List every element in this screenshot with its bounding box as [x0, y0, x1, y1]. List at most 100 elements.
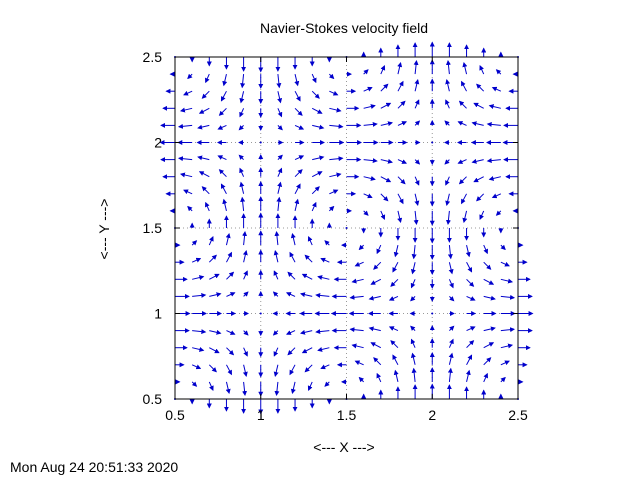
vector-arrow: [410, 325, 416, 331]
vector-arrow: [311, 73, 317, 84]
vector-arrow: [192, 292, 207, 298]
vector-arrow: [466, 340, 475, 349]
vector-arrow: [488, 104, 501, 110]
vector-arrow: [500, 360, 510, 366]
vector-arrow: [500, 278, 514, 284]
y-tick-label: 1.5: [143, 220, 163, 236]
x-tick-label: 2: [428, 407, 436, 423]
vector-arrow: [273, 364, 279, 377]
vector-arrow: [329, 189, 339, 195]
y-tick-label: 0.5: [143, 391, 163, 407]
vector-arrow: [285, 292, 296, 297]
vector-arrow: [272, 291, 279, 297]
vector-arrow: [483, 372, 488, 383]
vector-arrow: [276, 74, 282, 89]
vector-arrow: [294, 107, 303, 116]
vector-arrow: [448, 338, 454, 348]
vector-arrow: [301, 273, 313, 280]
vector-arrow: [208, 364, 217, 373]
vector-arrow: [397, 159, 408, 164]
vector-arrow: [363, 86, 373, 92]
vector-arrow: [473, 102, 484, 109]
vector-arrow: [414, 176, 420, 186]
vector-arrow: [208, 236, 214, 246]
vector-arrow: [370, 278, 382, 285]
timestamp: Mon Aug 24 20:51:33 2020: [10, 459, 179, 475]
vector-arrow: [217, 124, 227, 130]
vector-arrow: [301, 347, 313, 354]
vector-arrow: [187, 205, 193, 212]
vector-arrow: [179, 172, 193, 178]
vector-arrow: [483, 326, 496, 332]
vector-arrow: [243, 270, 248, 280]
vector-arrow: [311, 201, 317, 212]
vector-arrow: [183, 189, 193, 195]
vector-arrow: [410, 352, 416, 365]
vector-arrow: [363, 210, 369, 216]
vector-arrow: [465, 244, 471, 258]
vector-arrow: [500, 244, 506, 251]
vector-arrow: [363, 158, 378, 164]
vector-arrow: [414, 120, 421, 126]
vector-arrow: [495, 69, 502, 75]
vector-arrow: [380, 121, 393, 127]
vector-arrow: [218, 169, 227, 178]
vector-arrow: [177, 123, 193, 129]
vector-arrow: [380, 176, 392, 183]
vector-arrow: [311, 186, 320, 195]
vector-arrow: [208, 254, 217, 263]
vector-arrow: [373, 261, 382, 270]
y-axis-label: <--- Y --->: [96, 199, 112, 260]
vector-arrow: [358, 376, 365, 383]
vector-arrow: [209, 292, 222, 298]
vector-arrow: [290, 381, 296, 395]
chart-title: Navier-Stokes velocity field: [260, 20, 428, 36]
vector-arrow: [471, 158, 484, 164]
vector-arrow: [220, 90, 227, 102]
vector-arrow: [243, 330, 249, 336]
vector-arrow: [483, 295, 496, 301]
vector-arrow: [277, 167, 283, 177]
x-tick-label: 1.5: [337, 407, 357, 423]
vector-arrow: [491, 193, 502, 199]
vector-arrow: [289, 251, 296, 263]
vector-arrow: [380, 193, 389, 202]
vector-arrow: [226, 271, 235, 280]
vector-arrow: [242, 230, 248, 246]
vector-arrow: [197, 155, 210, 161]
vector-field: [159, 41, 534, 415]
vector-point: [259, 141, 262, 144]
vector-arrow: [479, 65, 485, 75]
vector-arrow: [491, 86, 502, 92]
vector-arrow: [500, 343, 514, 349]
vector-arrow: [273, 347, 279, 357]
vector-arrow: [192, 329, 207, 335]
vector-arrow: [294, 124, 305, 130]
vector-arrow: [380, 210, 386, 220]
vector-arrow: [392, 261, 399, 273]
vector-arrow: [201, 186, 210, 195]
vector-arrow: [300, 292, 313, 298]
vector-arrow: [238, 154, 244, 160]
vector-arrow: [445, 176, 450, 186]
vector-arrow: [376, 372, 382, 383]
vector-arrow: [414, 79, 420, 92]
vector-point: [259, 312, 262, 315]
vector-arrow: [414, 193, 420, 206]
vector-arrow: [354, 360, 364, 366]
vector-arrow: [277, 181, 283, 194]
vector-arrow: [209, 329, 222, 335]
vector-arrow: [290, 232, 296, 246]
vector-arrow: [240, 74, 246, 89]
vector-arrow: [294, 198, 300, 212]
vector-arrow: [388, 295, 399, 301]
vector-arrow: [483, 357, 492, 366]
vector-arrow: [191, 257, 202, 263]
vector-arrow: [220, 183, 227, 195]
vector-arrow: [317, 346, 330, 352]
vector-arrow: [466, 354, 473, 366]
vector-arrow: [238, 125, 244, 131]
y-tick-label: 1: [154, 306, 162, 322]
vector-arrow: [294, 155, 305, 161]
vector-arrow: [457, 159, 467, 164]
